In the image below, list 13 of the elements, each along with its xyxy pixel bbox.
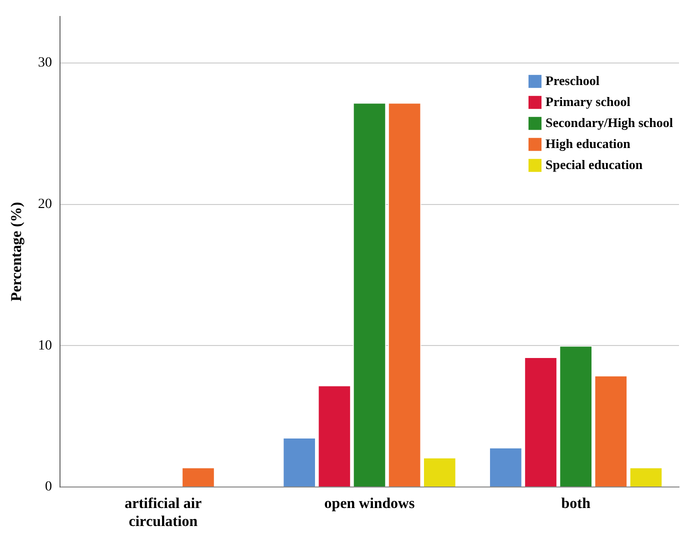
legend-label: High education xyxy=(546,136,632,151)
y-tick-label: 10 xyxy=(38,338,52,354)
y-tick-label: 0 xyxy=(45,480,52,495)
y-tick-label: 20 xyxy=(38,197,52,212)
legend-label: Secondary/High school xyxy=(546,114,674,130)
x-tick-label: both xyxy=(561,496,592,512)
y-tick-label: 30 xyxy=(38,56,52,71)
legend-label: Primary school xyxy=(546,94,631,109)
x-tick-label: artificial air circulation xyxy=(124,496,202,530)
legend-label: Preschool xyxy=(546,72,600,88)
x-tick-label: open windows xyxy=(324,496,415,512)
legend-label: Special education xyxy=(546,156,644,172)
y-axis-title: Percentage (%) xyxy=(8,202,25,302)
